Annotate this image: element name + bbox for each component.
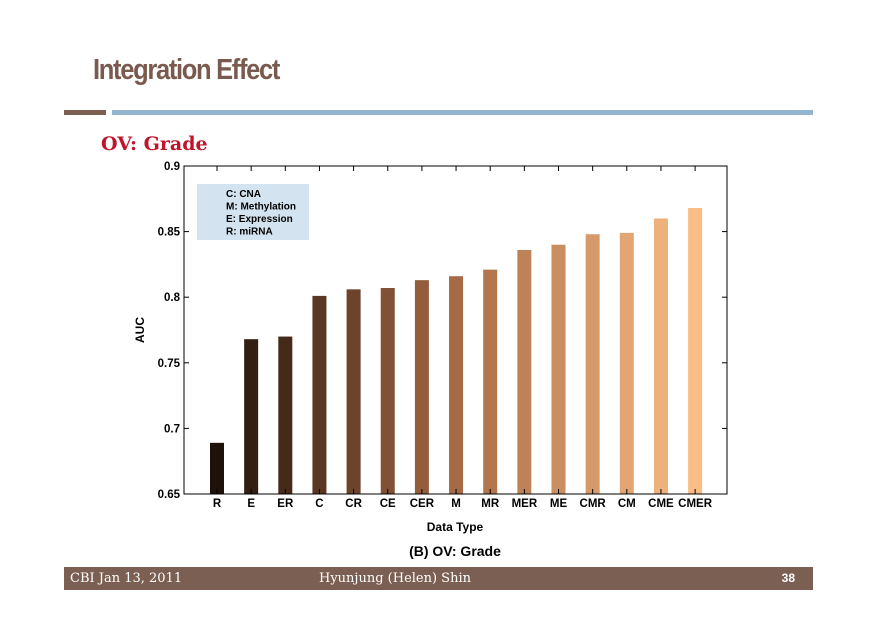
bar-mer — [517, 249, 532, 494]
y-tick-label: 0.85 — [158, 227, 181, 239]
x-tick-label: CM — [618, 498, 636, 510]
x-tick-label: CR — [345, 498, 362, 510]
y-axis-label: AUC — [133, 317, 147, 343]
page-number: 38 — [781, 571, 795, 585]
footer-author: Hyunjung (Helen) Shin — [319, 571, 471, 586]
x-tick-label: M — [451, 498, 461, 510]
bar-cm — [619, 232, 634, 495]
x-tick-label: R — [213, 498, 222, 510]
y-tick-label: 0.7 — [164, 423, 180, 435]
x-tick-label: CMER — [678, 498, 713, 510]
x-tick-label: ER — [277, 498, 294, 510]
footer-date: CBI Jan 13, 2011 — [70, 571, 183, 586]
bar-cmr — [585, 234, 600, 494]
slide-subtitle: OV: Grade — [101, 133, 208, 155]
legend-box — [197, 184, 309, 240]
title-rule-right — [112, 110, 813, 115]
bar-cme — [653, 218, 668, 495]
legend-entry: M: Methylation — [226, 202, 296, 213]
plot-frame — [183, 165, 728, 495]
x-tick-label: CME — [648, 498, 674, 510]
bar-m — [449, 276, 464, 494]
x-tick-label: CER — [410, 498, 435, 510]
y-tick-label: 0.8 — [164, 292, 181, 304]
bar-c — [312, 295, 327, 494]
bar-e — [244, 339, 259, 494]
legend-entry: E: Expression — [226, 214, 293, 225]
bar-r — [210, 442, 224, 494]
bar-cer — [414, 280, 429, 494]
x-tick-label: CMR — [580, 498, 607, 510]
x-tick-label: CE — [380, 498, 396, 510]
y-tick-label: 0.9 — [164, 161, 180, 173]
x-axis-label: Data Type — [427, 520, 484, 534]
chart-caption: (B) OV: Grade — [409, 543, 501, 559]
x-tick-label: ME — [550, 498, 568, 510]
bar-me — [551, 244, 566, 494]
legend-entry: C: CNA — [226, 189, 261, 200]
x-tick-label: MER — [512, 498, 538, 510]
bar-ce — [380, 288, 395, 494]
slide-title: Integration Effect — [93, 54, 280, 86]
bar-cr — [346, 289, 361, 494]
bar-er — [278, 336, 293, 494]
footer-bar: CBI Jan 13, 2011 Hyunjung (Helen) Shin 3… — [64, 567, 813, 590]
y-tick-label: 0.75 — [158, 358, 181, 370]
y-tick-label: 0.65 — [158, 489, 181, 501]
legend-entry: R: miRNA — [226, 227, 273, 238]
x-tick-label: C — [315, 498, 323, 510]
bar-mr — [483, 269, 498, 494]
bar-cmer — [688, 207, 703, 494]
x-tick-label: E — [247, 498, 255, 510]
title-rule-left — [64, 110, 106, 115]
x-tick-label: MR — [481, 498, 500, 510]
